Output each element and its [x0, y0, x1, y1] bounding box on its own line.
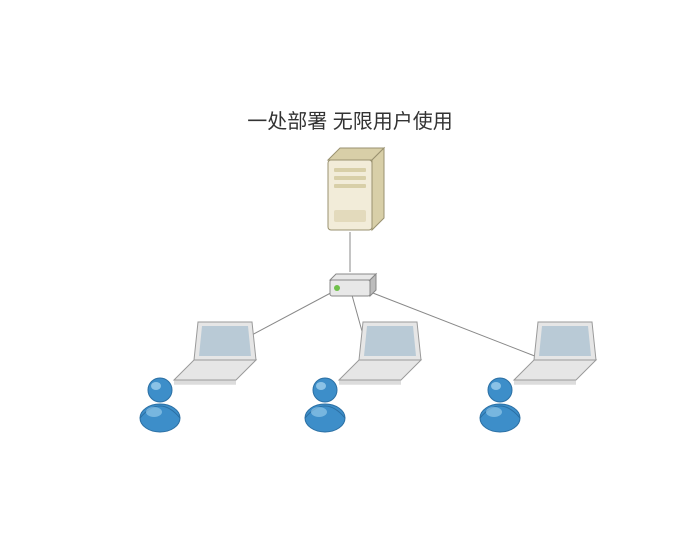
user-icon — [140, 378, 180, 432]
hub-icon — [330, 274, 376, 296]
laptop-icon — [514, 322, 596, 385]
user-icon — [480, 378, 520, 432]
laptop-icon — [339, 322, 421, 385]
user-icon — [305, 378, 345, 432]
server-icon — [328, 148, 384, 230]
laptop-icon — [174, 322, 256, 385]
diagram-svg — [0, 0, 700, 559]
diagram-canvas: 一处部署 无限用户使用 — [0, 0, 700, 559]
